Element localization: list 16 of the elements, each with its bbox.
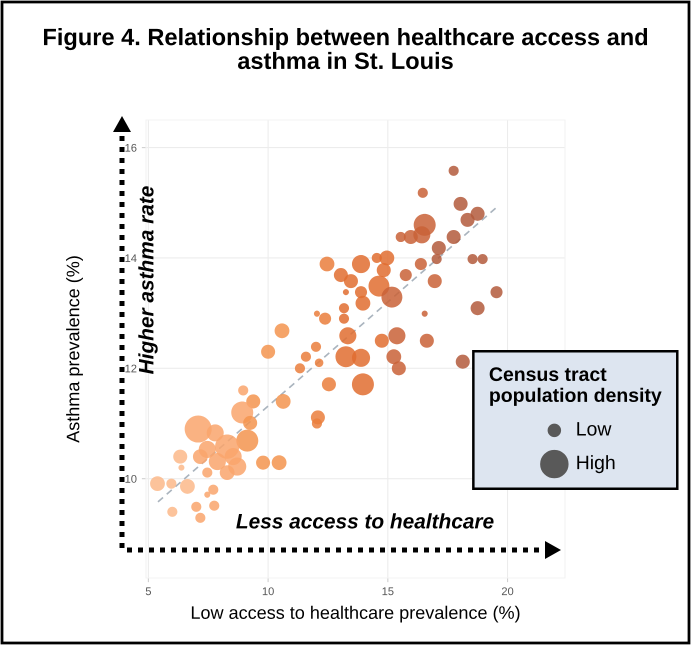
y-tick-label: 12 [125, 364, 136, 372]
y-tick-label: 10 [125, 474, 137, 483]
y-axis-title: Asthma prevalence (%) [66, 256, 83, 443]
annotation: Less access to healthcare [236, 513, 494, 529]
legend-label: Low [577, 422, 612, 436]
annotation: Higher asthma rate [138, 186, 158, 374]
y-tick-label: 14 [125, 254, 137, 262]
y-tick-label: 16 [125, 144, 136, 152]
legend-label: High [577, 455, 614, 474]
x-tick-label: 10 [262, 587, 274, 596]
x-tick-label: 15 [382, 587, 394, 596]
x-tick-label: 20 [502, 587, 514, 596]
chart-title: Figure 4. Relationship between healthcare access and asthma in St. Louis [44, 28, 648, 70]
legend-title: Census tract population density [490, 367, 662, 406]
x-axis-title: Low access to healthcare prevalence (%) [192, 606, 520, 623]
x-tick-label: 5 [146, 587, 152, 596]
